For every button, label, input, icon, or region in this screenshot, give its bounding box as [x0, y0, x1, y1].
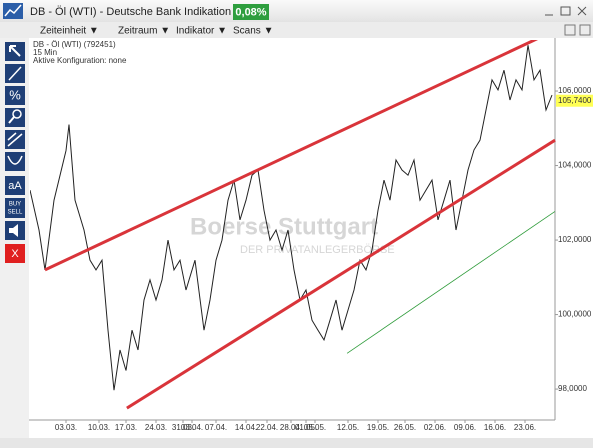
x-tick-label: 02.06.	[424, 423, 446, 432]
x-tick-label: 09.06.	[454, 423, 476, 432]
last-price-box	[556, 94, 593, 107]
x-tick-label: 03.04.	[181, 423, 203, 432]
watermark-sub: DER PRIVATANLEGERBÖRSE	[240, 244, 395, 256]
title-bar	[0, 0, 593, 22]
trend-line	[346, 211, 556, 354]
last-price-label: 105,7400	[558, 96, 592, 105]
timeframe-info: 15 Min	[33, 48, 57, 57]
window-buttons[interactable]	[545, 6, 587, 16]
close-button[interactable]	[577, 6, 587, 16]
menu-bar	[0, 22, 593, 38]
sound-glyph	[9, 224, 18, 237]
x-tick-label: 14.04.	[235, 423, 257, 432]
x-tick-label: 23.06.	[514, 423, 536, 432]
y-tick-label: 106,0000	[558, 86, 592, 95]
x-tick-label: 22.04.	[256, 423, 278, 432]
menu-item[interactable]: Zeitraum ▼	[118, 26, 170, 37]
y-tick-label: 98,0000	[558, 384, 587, 393]
x-tick-label: 19.05.	[367, 423, 389, 432]
channel-glyph	[7, 132, 23, 147]
menu-item[interactable]: Indikator ▼	[176, 26, 227, 37]
menu-item[interactable]: Scans ▼	[233, 26, 273, 37]
search-glyph	[12, 109, 22, 119]
x-tick-label: 16.06.	[484, 423, 506, 432]
pointer-glyph	[9, 45, 21, 57]
trend-line	[126, 138, 556, 410]
settings-icon[interactable]	[579, 24, 591, 36]
x-tick-label: 26.05.	[394, 423, 416, 432]
curve-tool[interactable]	[5, 152, 25, 171]
x-tick-label: 31.03.	[172, 423, 194, 432]
x-tick-label: 12.05.	[337, 423, 359, 432]
trend-line	[44, 40, 539, 272]
y-tick-label: 102,0000	[558, 235, 592, 244]
x-tick-label: 05.05.	[304, 423, 326, 432]
x-tick-label: 24.03.	[145, 423, 167, 432]
delete-label: X	[11, 248, 19, 260]
y-tick-label: 104,0000	[558, 161, 592, 170]
menu-item[interactable]: Zeiteinheit ▼	[40, 26, 99, 37]
instrument-info: DB - Öl (WTI) (792451)	[33, 40, 116, 49]
search-handle	[8, 116, 15, 124]
text-tool[interactable]	[5, 176, 25, 195]
text-tool-label: aA	[8, 180, 22, 192]
x-tick-label: 17.03.	[115, 423, 137, 432]
app-icon-glyph	[4, 4, 22, 17]
maximize-button[interactable]	[560, 6, 571, 16]
x-tick-label: 10.03.	[88, 423, 110, 432]
layout-icon[interactable]	[564, 24, 576, 36]
window-title: DB - Öl (WTI) - Deutsche Bank Indikation	[30, 6, 231, 18]
change-badge	[233, 4, 269, 20]
toolbar-buttons: % aA BUY SELL X	[5, 42, 25, 263]
sell-label: SELL	[8, 210, 23, 216]
y-tick-label: 100,0000	[558, 310, 592, 319]
curve-glyph	[7, 155, 23, 165]
watermark: Boerse Stuttgart	[190, 213, 378, 240]
x-tick-label: 03.03.	[55, 423, 77, 432]
delete-tool[interactable]	[5, 244, 25, 263]
chart-area	[29, 38, 593, 438]
change-badge-text: 0,08%	[235, 6, 266, 18]
trade-tool[interactable]	[5, 198, 25, 218]
x-tick-label: 01.05.	[295, 423, 317, 432]
x-tick-label: 28.04.	[280, 423, 302, 432]
app-icon	[3, 3, 23, 19]
status-bar	[0, 438, 593, 448]
buy-label: BUY	[9, 202, 21, 208]
config-info: Aktive Konfiguration: none	[33, 56, 127, 65]
line-glyph	[8, 66, 22, 81]
percent-label: %	[9, 87, 21, 102]
percent-tool[interactable]	[5, 86, 25, 105]
x-tick-label: 07.04.	[205, 423, 227, 432]
